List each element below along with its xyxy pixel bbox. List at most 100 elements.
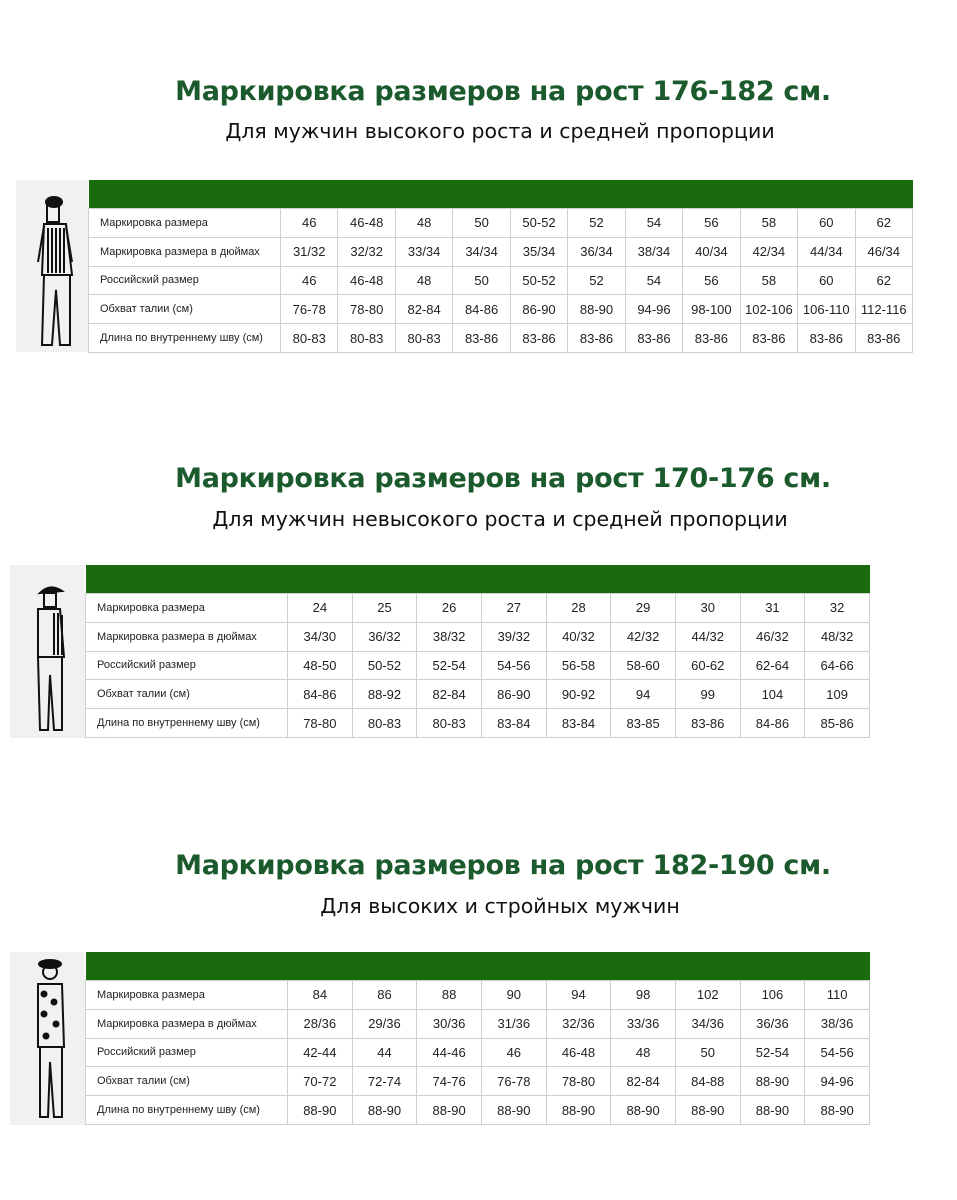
table-cell: 50-52 bbox=[509, 265, 569, 296]
table-cell: 62 bbox=[854, 208, 914, 238]
section-title: Маркировка размеров на рост 170-176 см. bbox=[175, 463, 831, 494]
table-cell: 106 bbox=[739, 980, 806, 1010]
table-cell: 88-90 bbox=[351, 1095, 418, 1125]
table-cell: 85-86 bbox=[804, 708, 870, 738]
table-cell: 48/32 bbox=[804, 621, 870, 652]
table-cell: 32/32 bbox=[337, 236, 396, 267]
table-row: Длина по внутреннему шву (см) 88-90 88-90 8… bbox=[85, 1095, 870, 1125]
table-cell: 84-86 bbox=[287, 679, 353, 710]
table-cell: 83-84 bbox=[480, 708, 547, 738]
table-cell: 40/32 bbox=[545, 621, 612, 652]
table-cell: 99 bbox=[674, 679, 741, 710]
table-cell: 84-86 bbox=[452, 294, 511, 325]
section-subtitle: Для мужчин высокого роста и средней проп… bbox=[225, 119, 775, 143]
size-table: Маркировка размера 46 46-48 48 50 50-52 52 54 56… bbox=[88, 180, 914, 353]
row-label: Российский размер bbox=[88, 265, 281, 296]
table-cell: 44/32 bbox=[674, 621, 741, 652]
table-cell: 46/34 bbox=[854, 236, 914, 267]
table-row: Российский размер 46 46-48 48 50 50-52 52 54 56 5… bbox=[88, 265, 914, 296]
table-cell: 44 bbox=[351, 1037, 418, 1068]
table-cell: 82-84 bbox=[394, 294, 454, 325]
table-cell: 50 bbox=[452, 265, 511, 296]
table-cell: 86-90 bbox=[480, 679, 547, 710]
table-header-bar bbox=[85, 952, 870, 981]
table-cell: 27 bbox=[480, 593, 547, 623]
table-cell: 83-86 bbox=[739, 323, 799, 353]
table-cell: 83-86 bbox=[452, 323, 511, 353]
table-cell: 39/32 bbox=[480, 621, 547, 652]
table-cell: 64-66 bbox=[804, 650, 870, 681]
table-cell: 54 bbox=[624, 208, 684, 238]
table-cell: 88-90 bbox=[416, 1095, 482, 1125]
table-cell: 78-80 bbox=[337, 294, 396, 325]
table-cell: 46 bbox=[279, 208, 339, 238]
table-cell: 82-84 bbox=[610, 1066, 676, 1097]
table-cell: 31 bbox=[739, 593, 806, 623]
man-figure-icon bbox=[10, 952, 85, 1125]
header-bar-cell bbox=[88, 180, 913, 209]
row-label: Маркировка размера в дюймах bbox=[88, 236, 281, 267]
table-cell: 82-84 bbox=[416, 679, 482, 710]
table-cell: 88-92 bbox=[351, 679, 418, 710]
table-row: Обхват талии (см) 84-86 88-92 82-84 86-90 90-… bbox=[85, 679, 870, 710]
row-label: Маркировка размера bbox=[88, 208, 281, 238]
table-cell: 36/36 bbox=[739, 1008, 806, 1039]
table-cell: 94-96 bbox=[804, 1066, 870, 1097]
table-cell: 94 bbox=[610, 679, 676, 710]
table-row: Маркировка размера 46 46-48 48 50 50-52 52 54 56… bbox=[88, 208, 914, 238]
table-cell: 46 bbox=[480, 1037, 547, 1068]
table-cell: 80-83 bbox=[394, 323, 454, 353]
table-row: Российский размер 48-50 50-52 52-54 54-56 56-… bbox=[85, 650, 870, 681]
table-cell: 54-56 bbox=[804, 1037, 870, 1068]
table-cell: 80-83 bbox=[416, 708, 482, 738]
table-cell: 42/34 bbox=[739, 236, 799, 267]
table-cell: 83-86 bbox=[567, 323, 626, 353]
table-cell: 28/36 bbox=[287, 1008, 353, 1039]
table-cell: 104 bbox=[739, 679, 806, 710]
table-cell: 42/32 bbox=[610, 621, 676, 652]
table-cell: 38/32 bbox=[416, 621, 482, 652]
table-cell: 88-90 bbox=[567, 294, 626, 325]
table-cell: 106-110 bbox=[797, 294, 856, 325]
table-row: Российский размер 42-44 44 44-46 46 46-48 48 50… bbox=[85, 1037, 870, 1068]
table-cell: 48 bbox=[394, 208, 454, 238]
table-cell: 50-52 bbox=[351, 650, 418, 681]
table-cell: 98 bbox=[610, 980, 676, 1010]
header-bar-cell bbox=[85, 952, 870, 981]
table-cell: 88-90 bbox=[545, 1095, 612, 1125]
table-cell: 80-83 bbox=[279, 323, 339, 353]
table-cell: 84-86 bbox=[739, 708, 806, 738]
table-cell: 83-86 bbox=[674, 708, 741, 738]
table-cell: 62 bbox=[854, 265, 914, 296]
table-cell: 62-64 bbox=[739, 650, 806, 681]
size-table: Маркировка размера 84 86 88 90 94 98 102 106 110 М… bbox=[85, 952, 870, 1125]
table-cell: 88-90 bbox=[739, 1095, 806, 1125]
table-cell: 44/34 bbox=[797, 236, 856, 267]
row-label: Российский размер bbox=[85, 1037, 288, 1068]
table-row: Маркировка размера 24 25 26 27 28 29 30 31 32 bbox=[85, 593, 870, 623]
table-cell: 50 bbox=[452, 208, 511, 238]
table-cell: 86-90 bbox=[509, 294, 569, 325]
table-cell: 83-86 bbox=[797, 323, 856, 353]
table-cell: 72-74 bbox=[351, 1066, 418, 1097]
table-cell: 83-86 bbox=[624, 323, 684, 353]
table-cell: 76-78 bbox=[480, 1066, 547, 1097]
table-cell: 83-85 bbox=[610, 708, 676, 738]
table-cell: 46-48 bbox=[337, 208, 396, 238]
table-cell: 25 bbox=[351, 593, 418, 623]
size-table: Маркировка размера 24 25 26 27 28 29 30 31 32 Марк… bbox=[85, 565, 870, 738]
table-cell: 56 bbox=[682, 208, 741, 238]
table-cell: 28 bbox=[545, 593, 612, 623]
table-cell: 29 bbox=[610, 593, 676, 623]
row-label: Длина по внутреннему шву (см) bbox=[88, 323, 281, 353]
table-cell: 78-80 bbox=[287, 708, 353, 738]
table-cell: 30/36 bbox=[416, 1008, 482, 1039]
table-cell: 56-58 bbox=[545, 650, 612, 681]
table-cell: 112-116 bbox=[854, 294, 914, 325]
table-cell: 48 bbox=[394, 265, 454, 296]
table-cell: 80-83 bbox=[337, 323, 396, 353]
table-cell: 36/34 bbox=[567, 236, 626, 267]
table-cell: 33/34 bbox=[394, 236, 454, 267]
table-cell: 58 bbox=[739, 208, 799, 238]
table-cell: 38/34 bbox=[624, 236, 684, 267]
